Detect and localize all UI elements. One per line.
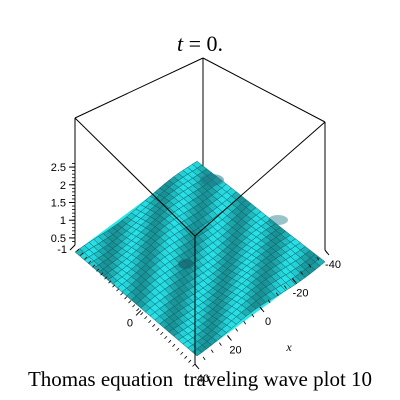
y-minor-tick [108,280,112,284]
x-tick-label: -20 [293,288,309,300]
x-minor-tick [235,328,238,332]
box-edge [74,57,204,119]
y-minor-tick [92,264,96,268]
x-minor-tick [251,313,255,318]
x-minor-tick [316,256,320,261]
x-major-tick [194,363,200,370]
x-major-tick [259,306,265,313]
x-major-tick [324,249,330,256]
x-tick-label: 40 [197,373,209,385]
x-tick-label: 0 [265,316,271,328]
y-minor-tick [124,296,128,300]
y-minor-tick [168,339,172,343]
x-axis-label: x [285,340,292,354]
y-minor-tick [112,284,116,288]
y-minor-tick [100,272,104,276]
y-minor-tick [116,288,120,292]
y-minor-tick [160,331,164,336]
x-minor-tick [202,356,206,361]
y-minor-tick [88,260,92,264]
z-tick-label: 2 [60,180,66,192]
y-minor-tick [180,351,184,355]
box-edge [74,117,196,237]
y-minor-tick [188,359,192,363]
y-minor-tick [184,355,188,359]
y-tick-label: 0 [127,317,133,329]
y-tick-label: -1 [57,244,67,256]
x-minor-tick [275,292,279,296]
x-major-tick [227,335,232,341]
x-minor-tick [243,321,247,325]
x-tick-label: 20 [229,345,241,357]
surface-mesh [74,160,326,357]
y-axis: 0 -1 [57,244,196,367]
y-minor-tick [164,335,168,340]
y-minor-tick [84,256,88,260]
x-minor-tick [210,349,214,353]
y-minor-tick [192,363,196,367]
x-minor-tick [308,264,312,268]
y-minor-tick [148,320,152,324]
y-minor-tick [80,252,84,256]
surface-bump [178,259,194,269]
z-tick-label: 0.5 [51,233,66,245]
y-minor-tick [128,300,132,304]
x-axis: 40 20 0 -20 -40 x [194,249,341,385]
box-edge [202,57,326,123]
y-minor-tick [152,324,156,328]
x-minor-tick [300,271,303,275]
z-tick-label: 1.5 [51,198,66,210]
y-major-tick [135,310,142,316]
z-tick-label: 2.5 [51,162,66,174]
y-minor-tick [104,276,108,280]
y-minor-tick [156,328,160,332]
y-minor-tick [140,312,144,316]
title-value: = 0. [183,31,224,56]
plot-title: t = 0. [0,31,400,57]
z-axis: 0.5 1 1.5 2 2.5 [51,154,76,245]
y-major-tick [69,244,76,251]
x-minor-tick [219,342,222,346]
y-minor-tick [136,308,140,312]
y-minor-tick [144,316,148,320]
surface-bump [268,215,288,225]
x-tick-label: -40 [325,259,341,271]
y-minor-tick [172,343,176,347]
x-minor-tick [284,285,287,289]
y-minor-tick [76,248,80,252]
y-minor-tick [96,268,100,272]
plot-caption: Thomas equation traveling wave plot 10 [27,367,373,391]
y-minor-tick [176,347,180,351]
x-minor-tick [267,299,271,304]
x-major-tick [292,278,297,284]
z-tick-label: 1 [60,215,66,227]
surface-bump [200,174,224,186]
box-edge [194,121,326,237]
y-minor-tick [132,304,136,308]
y-minor-tick [120,292,124,296]
title-variable: t [176,31,184,56]
